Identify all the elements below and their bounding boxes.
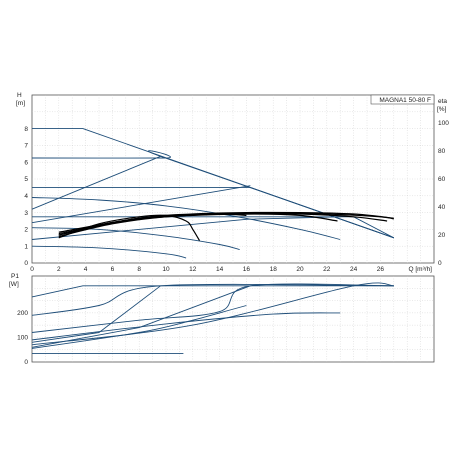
x-tick-label: 14 (216, 266, 224, 273)
pump-curve-3 (31, 197, 341, 240)
x-tick-label: 20 (296, 266, 304, 273)
x-tick-label: 4 (84, 266, 88, 273)
proportional-line-2 (31, 216, 341, 240)
eta-tick-label: 60 (438, 176, 446, 183)
eta-axis-unit: [%] (437, 106, 447, 113)
eta-tick-label: 20 (438, 232, 446, 239)
h-tick-label: 0 (24, 260, 28, 267)
h-tick-label: 5 (24, 176, 28, 183)
h-tick-label: 1 (24, 243, 28, 250)
x-tick-label: 6 (111, 266, 115, 273)
efficiency-curve-5 (58, 212, 394, 237)
eta-tick-label: 40 (438, 204, 446, 211)
proportional-line-0 (31, 155, 161, 210)
x-tick-label: 12 (189, 266, 197, 273)
eta-tick-label: 80 (438, 148, 446, 155)
x-tick-label: 22 (323, 266, 331, 273)
h-tick-label: 6 (24, 159, 28, 166)
h-axis-label: H (17, 92, 22, 99)
power-curve-5 (31, 305, 247, 349)
p1-axis-label: P1 (11, 273, 19, 280)
p1-tick-label: 100 (17, 335, 28, 342)
power-curve-3 (31, 312, 341, 341)
x-tick-label: 16 (243, 266, 251, 273)
p1-tick-label: 200 (17, 310, 28, 317)
p1-tick-label: 0 (24, 359, 28, 366)
title-box (370, 94, 435, 105)
power-curve-7 (31, 285, 161, 343)
x-tick-label: 8 (137, 266, 141, 273)
h-tick-label: 4 (24, 193, 28, 200)
power-curve-1 (31, 283, 394, 316)
x-tick-label: 0 (30, 266, 34, 273)
h-tick-label: 3 (24, 210, 28, 217)
x-tick-label: 24 (350, 266, 358, 273)
x-axis-label: Q [m³/h] (409, 266, 433, 273)
chart-title: MAGNA1 50-80 F (379, 97, 431, 104)
h-tick-label: 2 (24, 227, 28, 234)
power-curve-4 (31, 282, 394, 346)
h-tick-label: 8 (24, 126, 28, 133)
efficiency-curve-4 (58, 211, 394, 236)
eta-tick-label: 100 (438, 120, 449, 127)
pump-curve-5 (31, 227, 240, 251)
pump-curve-6 (31, 245, 187, 259)
h-axis-unit: [m] (16, 100, 25, 107)
eta-axis-label: eta (438, 98, 447, 105)
p1-axis-unit: [W] (9, 281, 19, 288)
power-curve-0 (31, 285, 394, 298)
eta-tick-label: 0 (438, 260, 442, 267)
x-tick-label: 10 (162, 266, 170, 273)
proportional-line-1 (31, 185, 251, 224)
power-curve-8 (31, 285, 251, 348)
power-curve-2 (31, 283, 394, 333)
h-tick-label: 7 (24, 143, 28, 150)
x-tick-label: 18 (270, 266, 278, 273)
x-tick-label: 26 (377, 266, 385, 273)
x-tick-label: 2 (57, 266, 61, 273)
pump-curve-2 (32, 186, 394, 239)
